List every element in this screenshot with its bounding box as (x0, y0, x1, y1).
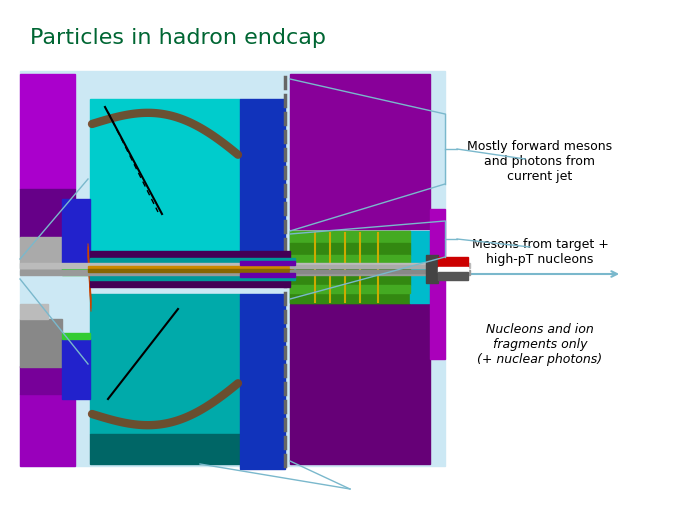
Bar (20, 72, 445, 466)
Bar (426, 256, 438, 284)
Bar (20, 264, 470, 268)
Bar (62, 269, 90, 275)
Bar (90, 251, 290, 259)
Bar (438, 258, 468, 267)
Bar (290, 266, 410, 275)
Bar (290, 275, 410, 286)
Bar (240, 100, 285, 265)
Bar (90, 100, 240, 265)
Bar (240, 262, 295, 266)
Bar (90, 259, 295, 280)
Bar (438, 272, 468, 280)
Bar (20, 394, 75, 466)
Bar (90, 280, 290, 288)
Bar (290, 75, 430, 230)
Bar (290, 232, 410, 243)
Bar (290, 243, 410, 256)
Bar (20, 319, 62, 367)
Bar (20, 75, 75, 190)
Bar (430, 210, 445, 359)
Bar (20, 190, 75, 238)
Bar (290, 293, 410, 303)
Bar (62, 200, 90, 269)
Text: Mesons from target +
high-pT nucleons: Mesons from target + high-pT nucleons (471, 238, 609, 266)
Text: Nucleons and ion
fragments only
(+ nuclear photons): Nucleons and ion fragments only (+ nucle… (477, 323, 602, 366)
Bar (88, 267, 293, 269)
Bar (290, 256, 410, 266)
Bar (290, 304, 430, 464)
Bar (20, 304, 48, 319)
Bar (290, 232, 410, 303)
Text: Particles in hadron endcap: Particles in hadron endcap (30, 28, 326, 48)
Bar (62, 340, 90, 399)
Bar (240, 273, 295, 277)
Bar (20, 270, 470, 275)
Bar (62, 333, 90, 340)
Bar (20, 238, 62, 269)
Text: Mostly forward mesons
and photons from
current jet: Mostly forward mesons and photons from c… (467, 140, 613, 183)
Bar (290, 270, 445, 273)
Bar (90, 434, 240, 464)
Bar (410, 232, 430, 303)
Bar (90, 294, 240, 434)
Bar (88, 269, 293, 272)
Bar (20, 366, 75, 394)
Bar (240, 294, 285, 469)
Bar (290, 286, 410, 293)
Bar (290, 266, 445, 268)
Bar (438, 267, 468, 272)
